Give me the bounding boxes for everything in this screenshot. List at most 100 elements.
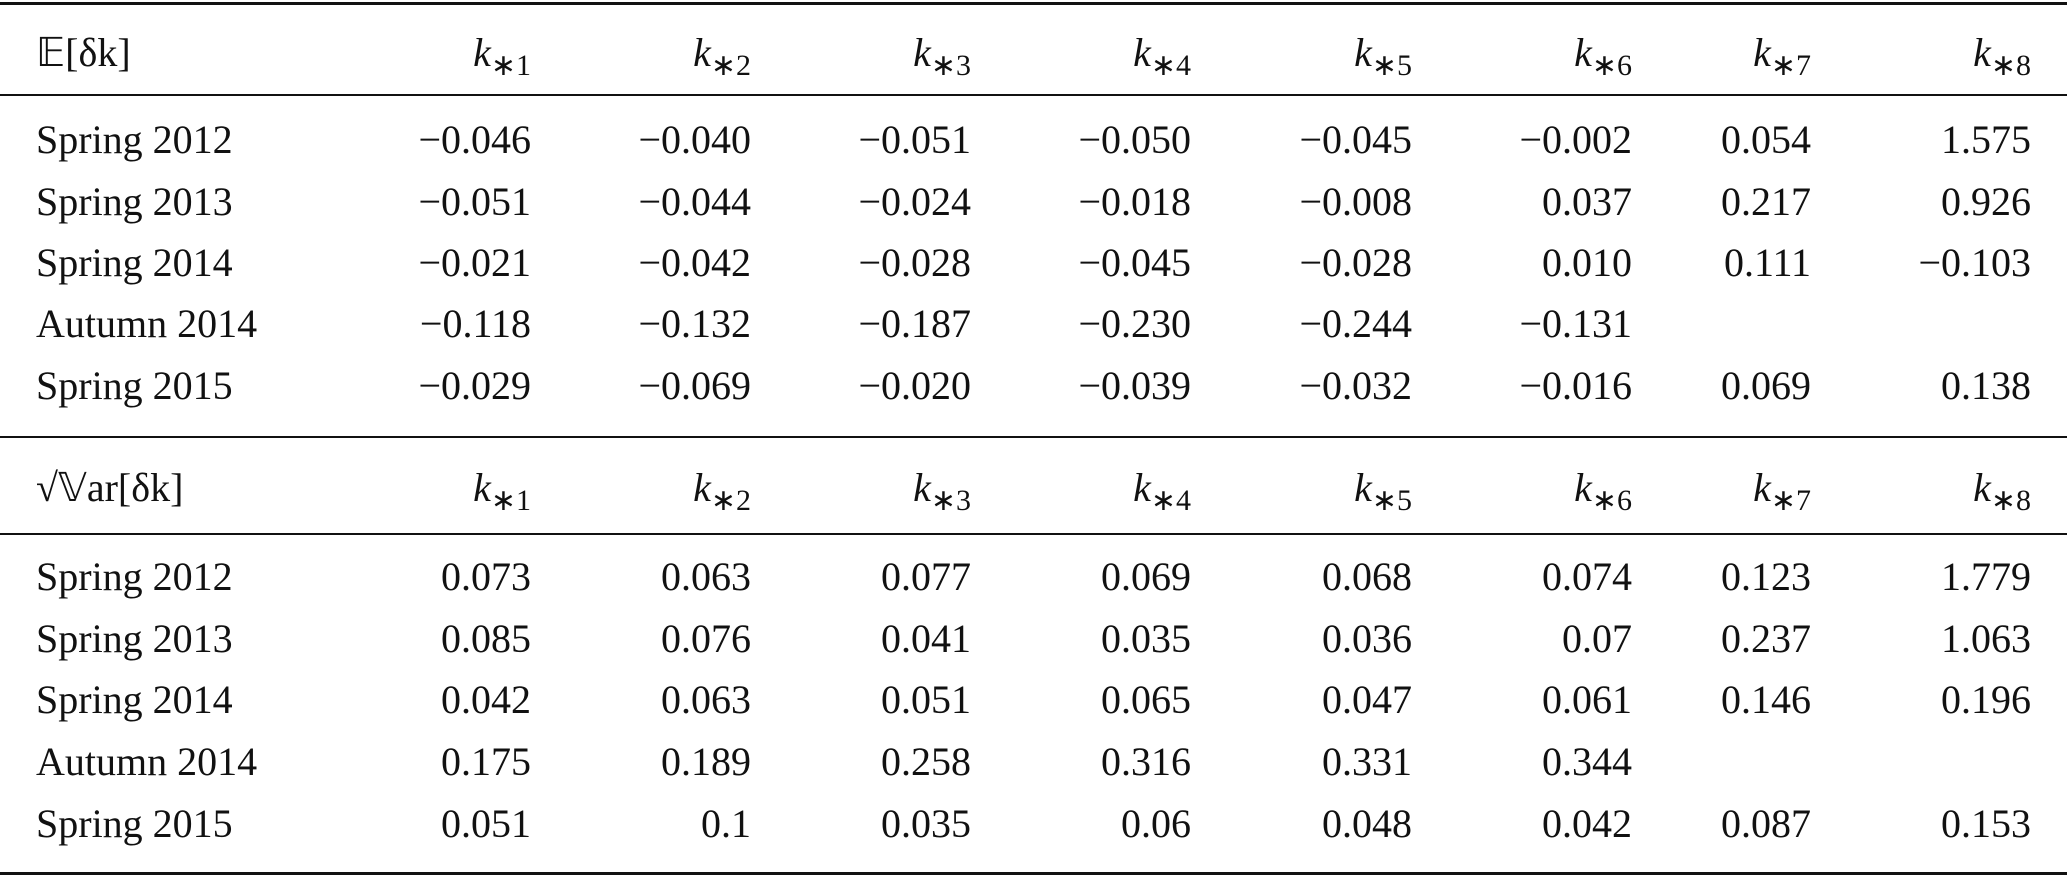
cell: 0.073 — [441, 554, 531, 599]
cell: −0.020 — [858, 363, 971, 408]
column-symbol: k — [693, 30, 711, 75]
column-header: k∗2 — [693, 465, 751, 516]
column-subscript: ∗3 — [930, 484, 971, 517]
cell: 1.063 — [1941, 616, 2031, 661]
cell: 0.068 — [1322, 554, 1412, 599]
cell: 0.061 — [1542, 677, 1632, 722]
cell: 0.06 — [1121, 801, 1191, 846]
row-label: Autumn 2014 — [36, 739, 258, 784]
cell: −0.230 — [1078, 301, 1191, 346]
rule — [0, 533, 2067, 535]
cell: 0.077 — [881, 554, 971, 599]
cell: −0.046 — [418, 117, 531, 162]
column-symbol: k — [1574, 30, 1592, 75]
cell: −0.132 — [638, 301, 751, 346]
cell: 0.217 — [1721, 179, 1811, 224]
cell: 1.575 — [1941, 117, 2031, 162]
column-subscript: ∗2 — [710, 49, 751, 82]
cell: 0.035 — [1101, 616, 1191, 661]
cell: −0.021 — [418, 240, 531, 285]
row-label: Spring 2014 — [36, 677, 233, 722]
column-symbol: k — [473, 30, 491, 75]
column-symbol: k — [693, 465, 711, 510]
rule — [0, 2, 2067, 5]
cell: 0.010 — [1542, 240, 1632, 285]
row-label: Spring 2013 — [36, 616, 233, 661]
cell: 0.344 — [1542, 739, 1632, 784]
column-symbol: k — [1753, 30, 1771, 75]
cell: 0.07 — [1562, 616, 1632, 661]
cell: 0.926 — [1941, 179, 2031, 224]
cell: −0.103 — [1918, 240, 2031, 285]
cell: 0.037 — [1542, 179, 1632, 224]
cell: 0.069 — [1101, 554, 1191, 599]
cell: 0.316 — [1101, 739, 1191, 784]
column-symbol: k — [1973, 465, 1991, 510]
column-header: k∗7 — [1753, 30, 1811, 81]
cell: 0.063 — [661, 677, 751, 722]
column-subscript: ∗6 — [1591, 49, 1632, 82]
column-header: k∗3 — [913, 465, 971, 516]
cell: −0.040 — [638, 117, 751, 162]
cell: −0.118 — [419, 301, 531, 346]
cell: 0.087 — [1721, 801, 1811, 846]
column-header: k∗8 — [1973, 33, 2031, 81]
column-subscript: ∗8 — [1990, 49, 2031, 82]
column-header: k∗5 — [1354, 30, 1412, 81]
column-subscript: ∗3 — [930, 49, 971, 82]
column-header: k∗6 — [1574, 468, 1632, 516]
column-subscript: ∗4 — [1150, 49, 1191, 82]
cell: −0.032 — [1299, 363, 1412, 408]
cell: −0.050 — [1078, 117, 1191, 162]
column-header: k∗6 — [1574, 30, 1632, 81]
column-subscript: ∗8 — [1990, 484, 2031, 517]
cell: −0.244 — [1299, 301, 1412, 346]
cell: 0.1 — [701, 801, 751, 846]
cell: 0.189 — [661, 739, 751, 784]
cell: −0.039 — [1078, 363, 1191, 408]
cell: −0.002 — [1519, 117, 1632, 162]
cell: −0.051 — [858, 117, 971, 162]
cell: 0.074 — [1542, 554, 1632, 599]
cell: −0.069 — [638, 363, 751, 408]
cell: 0.196 — [1941, 677, 2031, 722]
cell: 0.111 — [1723, 240, 1811, 285]
cell: 0.051 — [881, 677, 971, 722]
column-header: k∗3 — [913, 33, 971, 81]
column-symbol: k — [1354, 30, 1372, 75]
cell: 0.054 — [1721, 117, 1811, 162]
column-header: k∗4 — [1133, 30, 1191, 81]
cell: 0.035 — [881, 801, 971, 846]
cell: 0.069 — [1721, 363, 1811, 408]
column-symbol: k — [913, 465, 931, 510]
row-label: Spring 2015 — [36, 801, 233, 846]
cell: 0.042 — [441, 677, 531, 722]
cell: −0.029 — [418, 363, 531, 408]
cell: 1.779 — [1941, 554, 2031, 599]
row-label: Spring 2012 — [36, 117, 233, 162]
column-header: k∗1 — [473, 468, 531, 516]
row-label: Autumn 2014 — [36, 301, 258, 346]
row-label: Spring 2014 — [36, 240, 233, 285]
column-header: k∗2 — [693, 30, 751, 81]
rule — [0, 436, 2067, 438]
column-subscript: ∗5 — [1371, 484, 1412, 517]
cell: 0.042 — [1542, 801, 1632, 846]
cell: −0.008 — [1299, 179, 1412, 224]
header-label: √𝕍ar[δk] — [36, 465, 184, 510]
cell: −0.045 — [1299, 117, 1412, 162]
column-symbol: k — [1133, 30, 1151, 75]
column-subscript: ∗4 — [1150, 484, 1191, 517]
cell: −0.016 — [1519, 363, 1632, 408]
cell: 0.076 — [661, 616, 751, 661]
cell: 0.146 — [1721, 677, 1811, 722]
column-header: k∗8 — [1973, 465, 2031, 516]
cell: −0.028 — [1299, 240, 1412, 285]
row-label: Spring 2012 — [36, 554, 233, 599]
column-subscript: ∗7 — [1770, 49, 1811, 82]
cell: 0.175 — [441, 739, 531, 784]
cell: −0.024 — [858, 179, 971, 224]
column-subscript: ∗5 — [1371, 49, 1412, 82]
column-subscript: ∗6 — [1591, 484, 1632, 517]
